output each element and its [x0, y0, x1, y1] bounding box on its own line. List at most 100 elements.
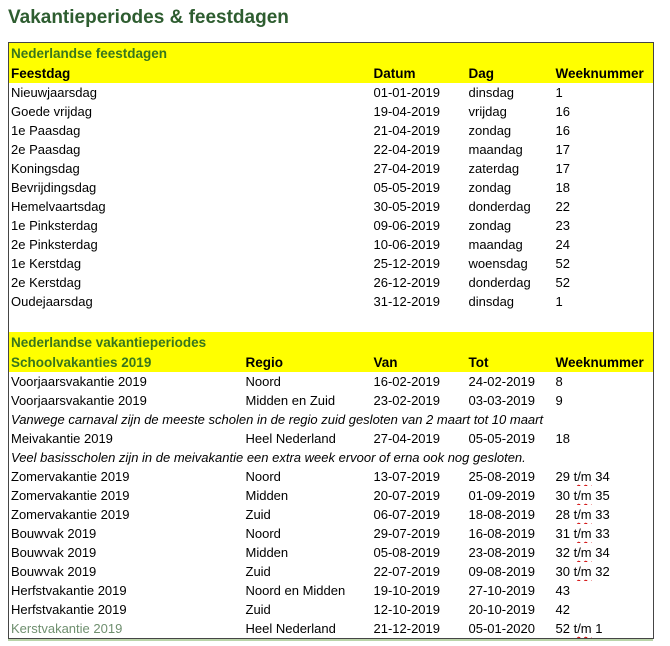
column-header-schoolvakanties: Schoolvakanties 2019: [8, 352, 244, 372]
vakantie-row: Kerstvakantie 2019 Heel Nederland 21-12-…: [9, 619, 654, 639]
column-header-tot: Tot: [466, 352, 554, 372]
vakantie-row: Zomervakantie 2019 Noord 13-07-2019 25-0…: [9, 467, 654, 486]
regio-cell: Noord: [245, 374, 281, 389]
column-header-datum: Datum: [371, 63, 467, 83]
vakantie-row: Zomervakantie 2019 Zuid 06-07-2019 18-08…: [9, 505, 654, 524]
feestdag-cell: 1e Paasdag: [11, 123, 81, 138]
tot-cell: 01-09-2019: [468, 488, 536, 503]
spellcheck-squiggle: t/m: [573, 507, 592, 522]
weeknummer-cell: 22: [555, 199, 570, 214]
vakantie-row: Meivakantie 2019 Heel Nederland 27-04-20…: [9, 429, 654, 448]
dag-cell: zondag: [468, 180, 512, 195]
dag-cell: donderdag: [468, 199, 531, 214]
vakanties-section-header-row: Nederlandse vakantieperiodes: [8, 332, 654, 352]
van-cell: 29-07-2019: [373, 526, 441, 541]
van-cell: 27-04-2019: [373, 431, 441, 446]
column-header-feestdag: Feestdag: [8, 63, 372, 83]
van-cell: 05-08-2019: [373, 545, 441, 560]
regio-cell: Zuid: [245, 602, 271, 617]
datum-cell: 09-06-2019: [373, 218, 441, 233]
regio-cell: Zuid: [245, 564, 271, 579]
column-header-van: Van: [371, 352, 467, 372]
feestdagen-section-header-row: Nederlandse feestdagen: [8, 42, 654, 63]
weeknummer-cell: 30 t/m 32: [555, 564, 610, 579]
weeknummer-cell: 31 t/m 33: [555, 526, 610, 541]
weeknummer-cell: 18: [555, 431, 570, 446]
vakantie-naam-cell: Bouwvak 2019: [11, 526, 97, 541]
weeknummer-cell: 1: [555, 294, 563, 309]
datum-cell: 10-06-2019: [373, 237, 441, 252]
weeknummer-cell: 28 t/m 33: [555, 507, 610, 522]
van-cell: 06-07-2019: [373, 507, 441, 522]
feestdag-row: 2e Paasdag 22-04-2019 maandag 17: [9, 140, 654, 159]
weeknummer-cell: 52: [555, 275, 570, 290]
feestdagen-section-title: Nederlandse feestdagen: [8, 42, 654, 63]
tot-cell: 23-08-2019: [468, 545, 536, 560]
feestdag-cell: Oudejaarsdag: [11, 294, 93, 309]
vakantie-naam-cell: Zomervakantie 2019: [11, 469, 130, 484]
weeknummer-cell: 30 t/m 35: [555, 488, 610, 503]
page-title: Vakantieperiodes & feestdagen: [8, 7, 289, 28]
tot-cell: 03-03-2019: [468, 393, 536, 408]
vakantie-row: Voorjaarsvakantie 2019 Noord 16-02-2019 …: [9, 372, 654, 391]
vakantie-row: Herfstvakantie 2019 Noord en Midden 19-1…: [9, 581, 654, 600]
note-row: Vanwege carnaval zijn de meeste scholen …: [9, 410, 654, 429]
weeknummer-cell: 24: [555, 237, 570, 252]
van-cell: 16-02-2019: [373, 374, 441, 389]
feestdag-row: 2e Kerstdag 26-12-2019 donderdag 52: [9, 273, 654, 292]
feestdag-row: Hemelvaartsdag 30-05-2019 donderdag 22: [9, 197, 654, 216]
dag-cell: maandag: [468, 142, 523, 157]
regio-cell: Midden: [245, 545, 289, 560]
datum-cell: 05-05-2019: [373, 180, 441, 195]
feestdagen-column-header-row: Feestdag Datum Dag Weeknummer: [8, 63, 654, 83]
weeknummer-cell: 23: [555, 218, 570, 233]
vakantie-row: Bouwvak 2019 Noord 29-07-2019 16-08-2019…: [9, 524, 654, 543]
feestdag-cell: 1e Pinksterdag: [11, 218, 98, 233]
vakantie-naam-cell: Zomervakantie 2019: [11, 488, 130, 503]
weeknummer-cell: 52 t/m 1: [555, 621, 603, 636]
section-spacer-row: [9, 311, 654, 332]
feestdag-row: 1e Pinksterdag 09-06-2019 zondag 23: [9, 216, 654, 235]
vakantie-naam-cell: Zomervakantie 2019: [11, 507, 130, 522]
regio-cell: Noord: [245, 469, 281, 484]
datum-cell: 25-12-2019: [373, 256, 441, 271]
regio-cell: Midden en Zuid: [245, 393, 336, 408]
weeknummer-cell: 42: [555, 602, 570, 617]
feestdag-cell: Hemelvaartsdag: [11, 199, 106, 214]
weeknummer-cell: 16: [555, 104, 570, 119]
feestdag-cell: Bevrijdingsdag: [11, 180, 97, 195]
tot-cell: 09-08-2019: [468, 564, 536, 579]
feestdag-row: Koningsdag 27-04-2019 zaterdag 17: [9, 159, 654, 178]
column-header-weeknummer: Weeknummer: [553, 352, 654, 372]
vakanties-column-header-row: Schoolvakanties 2019 Regio Van Tot Weekn…: [8, 352, 654, 372]
vakantie-naam-cell: Meivakantie 2019: [11, 431, 113, 446]
datum-cell: 27-04-2019: [373, 161, 441, 176]
vakantie-naam-cell: Bouwvak 2019: [11, 545, 97, 560]
tot-cell: 27-10-2019: [468, 583, 536, 598]
vakantie-naam-cell: Voorjaarsvakantie 2019: [11, 374, 147, 389]
van-cell: 22-07-2019: [373, 564, 441, 579]
feestdag-cell: 2e Pinksterdag: [11, 237, 98, 252]
vakantie-row: Bouwvak 2019 Midden 05-08-2019 23-08-201…: [9, 543, 654, 562]
spellcheck-squiggle: t/m: [573, 621, 592, 636]
column-header-regio: Regio: [243, 352, 372, 372]
tot-cell: 05-01-2020: [468, 621, 536, 636]
feestdag-row: Oudejaarsdag 31-12-2019 dinsdag 1: [9, 292, 654, 311]
note-carnaval: Vanwege carnaval zijn de meeste scholen …: [11, 412, 544, 427]
tot-cell: 18-08-2019: [468, 507, 536, 522]
datum-cell: 26-12-2019: [373, 275, 441, 290]
weeknummer-cell: 32 t/m 34: [555, 545, 610, 560]
vakantie-naam-cell: Herfstvakantie 2019: [11, 602, 127, 617]
tot-cell: 16-08-2019: [468, 526, 536, 541]
vakantie-row: Bouwvak 2019 Zuid 22-07-2019 09-08-2019 …: [9, 562, 654, 581]
vacation-table: Nederlandse feestdagen Feestdag Datum Da…: [8, 42, 655, 639]
vakantie-row: Voorjaarsvakantie 2019 Midden en Zuid 23…: [9, 391, 654, 410]
column-header-dag: Dag: [466, 63, 554, 83]
dag-cell: dinsdag: [468, 85, 515, 100]
regio-cell: Heel Nederland: [245, 431, 336, 446]
vakantie-row: Herfstvakantie 2019 Zuid 12-10-2019 20-1…: [9, 600, 654, 619]
dag-cell: woensdag: [468, 256, 528, 271]
regio-cell: Zuid: [245, 507, 271, 522]
datum-cell: 22-04-2019: [373, 142, 441, 157]
weeknummer-cell: 17: [555, 161, 570, 176]
